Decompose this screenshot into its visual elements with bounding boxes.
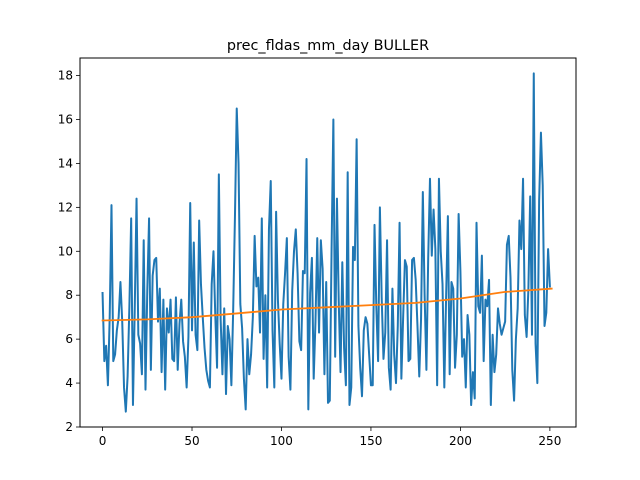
x-tick-label: 50: [184, 434, 199, 448]
x-tick-label: 0: [99, 434, 107, 448]
precipitation-series-line: [101, 72, 551, 413]
y-tick-label: 16: [58, 113, 73, 127]
axes-frame: [79, 57, 577, 428]
y-tick-label: 18: [58, 69, 73, 83]
plot-area: 0 50 100 150 200 250 2 4 6 8 10 12 14 16 18: [58, 57, 577, 448]
x-tick-label: 150: [359, 434, 382, 448]
x-tick-label: 250: [538, 434, 561, 448]
y-tick-label: 2: [65, 420, 73, 434]
x-tick-label: 100: [270, 434, 293, 448]
y-tick-label: 12: [58, 200, 73, 214]
y-tick-label: 8: [65, 288, 73, 302]
y-tick-label: 6: [65, 332, 73, 346]
x-tick-label: 200: [449, 434, 472, 448]
y-tick-label: 10: [58, 244, 73, 258]
trend-series-line: [101, 287, 553, 322]
y-tick-label: 14: [58, 156, 73, 170]
chart-title: prec_fldas_mm_day BULLER: [227, 38, 429, 54]
y-tick-label: 4: [65, 376, 73, 390]
